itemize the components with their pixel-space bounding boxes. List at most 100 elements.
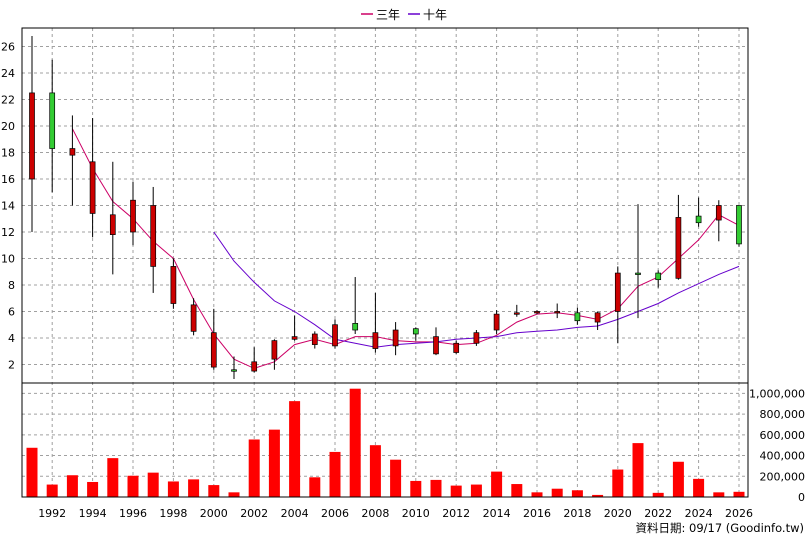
candle-body (150, 205, 157, 267)
candle-body (69, 148, 76, 156)
volume-bar (592, 494, 604, 497)
candlestick (150, 186, 157, 293)
x-tick-label: 1998 (159, 507, 187, 520)
price-grid (22, 28, 748, 497)
volume-bar (188, 479, 200, 497)
candle-body (332, 324, 338, 347)
volume-bar (531, 492, 543, 497)
volume-tick-label: 200,000 (760, 470, 806, 483)
volume-tick-label: 400,000 (760, 450, 806, 463)
candle-body (251, 361, 258, 372)
candle-body (352, 323, 359, 331)
volume-bar (309, 477, 321, 497)
candlestick (534, 310, 540, 315)
candle-body (715, 205, 722, 221)
candlestick (412, 327, 419, 341)
volume-bar (430, 479, 442, 497)
candle-body (493, 313, 500, 331)
x-tick-label: 2012 (442, 507, 470, 520)
footer-source: 資料日期: 09/17 (Goodinfo.tw) (635, 521, 804, 535)
x-tick-label: 1996 (119, 507, 147, 520)
candlestick (271, 339, 278, 370)
volume-bar (87, 481, 99, 497)
legend-ma10-label: 十年 (423, 8, 447, 22)
volume-bar (107, 458, 119, 497)
price-tick-label: 4 (8, 332, 15, 345)
volume-bar (248, 439, 260, 497)
candlestick (675, 194, 682, 280)
x-tick-label: 2004 (281, 507, 309, 520)
moving-average-lines (71, 128, 740, 369)
x-tick-label: 2002 (240, 507, 268, 520)
x-tick-label: 1994 (79, 507, 107, 520)
volume-panel: 0 200,000 400,000 600,000 800,000 1,000,000 (21, 382, 805, 504)
price-tick-label: 14 (1, 200, 15, 213)
candlestick (715, 200, 722, 242)
volume-bar (46, 484, 58, 497)
price-tick-label: 24 (1, 67, 15, 80)
candle-body (271, 340, 278, 360)
candle-body (655, 272, 662, 281)
candlestick (89, 118, 96, 238)
volume-bar (632, 443, 644, 497)
volume-bar (369, 445, 381, 497)
volume-tick-label: 1,000,000 (749, 387, 805, 400)
volume-bar (470, 484, 482, 497)
legend: 三年 十年 (361, 8, 447, 22)
candlestick (392, 322, 399, 356)
volume-bar (450, 485, 462, 497)
price-tick-label: 18 (1, 147, 15, 160)
candlestick (574, 307, 581, 325)
candle-body (392, 329, 399, 347)
candle-body (675, 217, 682, 279)
candle-body (554, 311, 561, 314)
candlestick (372, 292, 379, 353)
volume-bar (268, 429, 280, 497)
candlestick (433, 327, 439, 356)
candle-body (231, 369, 237, 372)
candlestick (594, 311, 601, 331)
volume-bar (733, 491, 745, 497)
volume-bar (390, 459, 402, 497)
candle-body (534, 311, 540, 314)
x-tick-label: 2008 (361, 507, 389, 520)
candle-body (412, 328, 419, 335)
x-tick-label: 1992 (38, 507, 66, 520)
volume-bar (228, 492, 240, 497)
x-tick-label: 2026 (725, 507, 753, 520)
x-tick-label: 2016 (523, 507, 551, 520)
candle-body (130, 199, 136, 233)
price-tick-label: 12 (1, 226, 15, 239)
candlestick (69, 115, 76, 206)
candlestick (473, 330, 480, 346)
candle-body (372, 332, 379, 349)
candlestick (311, 331, 318, 349)
x-tick-label: 2000 (200, 507, 228, 520)
volume-bar (693, 478, 705, 497)
x-tick-label: 2010 (402, 507, 430, 520)
volume-bar (289, 401, 301, 497)
volume-axis: 0 200,000 400,000 600,000 800,000 1,000,000 (749, 387, 805, 504)
volume-bar (713, 492, 725, 497)
candle-body (210, 332, 217, 368)
x-tick-label: 2024 (685, 507, 713, 520)
candle-body (109, 214, 116, 235)
candle-body (635, 272, 641, 275)
ma3-line (71, 128, 740, 369)
candle-body (311, 333, 318, 345)
price-tick-label: 6 (8, 305, 15, 318)
candlestick (332, 319, 338, 349)
candlestick (453, 340, 460, 354)
candlestick (170, 258, 177, 309)
volume-bars (26, 388, 745, 497)
candle-body (513, 312, 520, 315)
volume-bar (26, 447, 38, 497)
candle-body (614, 272, 621, 312)
price-tick-label: 16 (1, 173, 15, 186)
volume-bar (612, 469, 624, 497)
candlestick (210, 308, 217, 370)
volume-tick-label: 600,000 (760, 429, 806, 442)
candle-body (453, 342, 460, 353)
